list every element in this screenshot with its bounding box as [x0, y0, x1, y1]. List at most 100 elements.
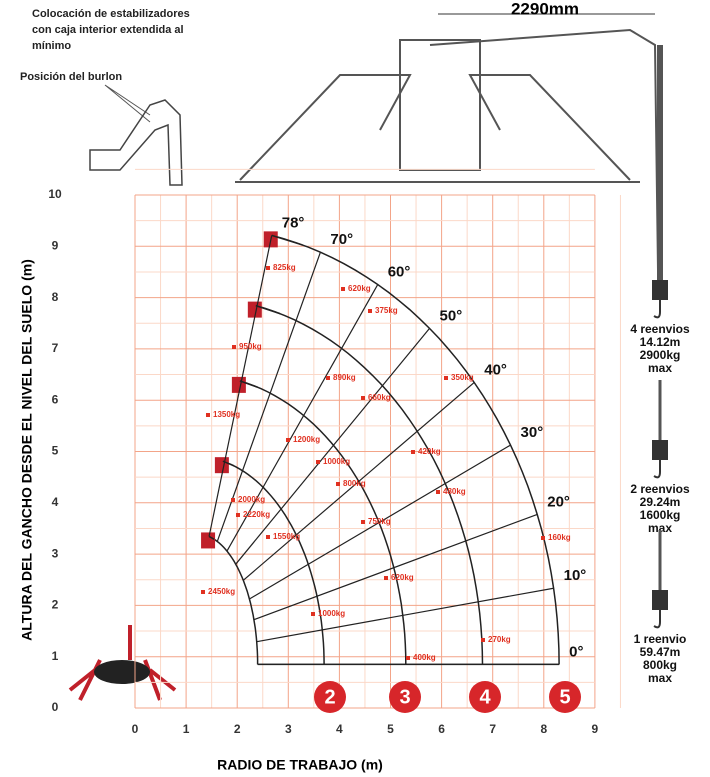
load-dot: [286, 438, 290, 442]
load-label: 620kg: [391, 573, 414, 582]
load-dot: [541, 536, 545, 540]
dimension: 2290mm: [511, 0, 579, 18]
load-dot: [341, 287, 345, 291]
hook-name: 4 reenvios: [630, 322, 690, 336]
x-tick-label: 2: [234, 722, 241, 736]
angle-label: 40°: [484, 361, 507, 378]
hook: [654, 300, 660, 317]
load-dot: [326, 376, 330, 380]
range-arc: [256, 306, 483, 665]
load-label: 480kg: [443, 487, 466, 496]
hook-max: max: [648, 671, 672, 685]
hook-length: 29.24m: [640, 495, 681, 509]
load-chart: Colocación de estabilizadores con caja i…: [0, 0, 710, 777]
load-label: 620kg: [348, 284, 371, 293]
x-tick-label: 8: [540, 722, 547, 736]
load-label: 375kg: [375, 306, 398, 315]
load-label: 825kg: [273, 263, 296, 272]
y-tick-label: 0: [52, 700, 59, 714]
hook-block: [652, 590, 668, 610]
y-tick-label: 5: [52, 444, 59, 458]
hook-length: 14.12m: [640, 335, 681, 349]
boom: [215, 457, 229, 473]
load-label: 270kg: [488, 635, 511, 644]
load-dot: [206, 413, 210, 417]
load-dot: [201, 590, 205, 594]
y-tick-label: 10: [48, 187, 62, 201]
x-tick-label: 4: [336, 722, 343, 736]
load-label: 1550kg: [273, 532, 300, 541]
hook: [654, 610, 660, 627]
hook-load: 2900kg: [640, 348, 681, 362]
load-dot: [481, 638, 485, 642]
load-dot: [266, 266, 270, 270]
load-label: 2000kg: [238, 495, 265, 504]
load-label: 1200kg: [293, 435, 320, 444]
load-dot: [361, 520, 365, 524]
load-dot: [436, 490, 440, 494]
hook-load: 1600kg: [640, 508, 681, 522]
y-tick-label: 7: [52, 341, 59, 355]
angle-line: [254, 514, 537, 619]
range-arc: [272, 235, 559, 664]
section-number: 4: [479, 686, 491, 708]
load-label: 660kg: [368, 393, 391, 402]
x-tick-label: 7: [489, 722, 496, 736]
load-dot: [231, 498, 235, 502]
angle-label: 60°: [388, 264, 411, 281]
spider-crane: [70, 625, 175, 700]
angle-label: 20°: [547, 493, 570, 510]
load-label: 890kg: [333, 373, 356, 382]
boom: [201, 532, 215, 548]
load-label: 1350kg: [213, 410, 240, 419]
load-label: 350kg: [451, 373, 474, 382]
load-dot: [316, 460, 320, 464]
y-tick-label: 9: [52, 238, 59, 252]
range-arc: [223, 461, 324, 664]
load-label: 160kg: [548, 533, 571, 542]
x-tick-label: 6: [438, 722, 445, 736]
hook-name: 1 reenvio: [634, 632, 687, 646]
y-tick-label: 6: [52, 392, 59, 406]
section-number: 2: [324, 686, 335, 708]
x-tick-label: 1: [183, 722, 190, 736]
y-tick-label: 1: [52, 649, 59, 663]
y-axis-title: ALTURA DEL GANCHO DESDE EL NIVEL DEL SUE…: [19, 259, 35, 641]
x-tick-label: 9: [592, 722, 599, 736]
load-label: 1000kg: [323, 457, 350, 466]
load-dot: [406, 656, 410, 660]
load-dot: [368, 309, 372, 313]
section-number: 5: [559, 686, 570, 708]
angle-label: 78°: [282, 214, 305, 231]
note-line: mínimo: [32, 40, 71, 52]
load-dot: [444, 376, 448, 380]
section-number: 3: [399, 686, 410, 708]
load-label: 950kg: [239, 342, 262, 351]
load-dot: [232, 345, 236, 349]
load-label: 2450kg: [208, 587, 235, 596]
x-tick-label: 3: [285, 722, 292, 736]
angle-label: 0°: [569, 643, 583, 660]
hook-max: max: [648, 361, 672, 375]
hook-block: [652, 280, 668, 300]
angle-label: 10°: [564, 567, 587, 584]
y-tick-label: 8: [52, 290, 59, 304]
load-dot: [236, 513, 240, 517]
load-label: 800kg: [343, 479, 366, 488]
hook: [654, 460, 660, 477]
load-label: 420kg: [418, 447, 441, 456]
hook-length: 59.47m: [640, 645, 681, 659]
load-dot: [384, 576, 388, 580]
load-dot: [311, 612, 315, 616]
range-arc: [209, 536, 258, 664]
outrigger-drawing: [90, 100, 182, 185]
hook-name: 2 reenvios: [630, 482, 690, 496]
load-label: 750kg: [368, 517, 391, 526]
angle-label: 70°: [330, 231, 353, 248]
y-tick-label: 3: [52, 546, 59, 560]
hook-load: 800kg: [643, 658, 677, 672]
y-tick-label: 2: [52, 598, 59, 612]
angle-label: 50°: [440, 307, 463, 324]
note-line: Colocación de estabilizadores: [32, 8, 190, 20]
load-dot: [411, 450, 415, 454]
